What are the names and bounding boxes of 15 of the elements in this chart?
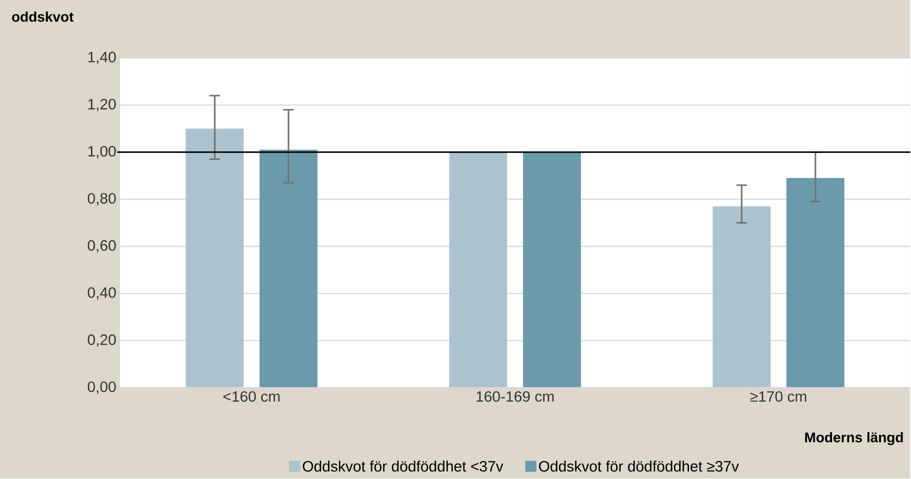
y-axis-title: oddskvot [12,12,74,22]
x-tick-label: 160-169 cm [476,391,554,402]
legend-label: Oddskvot för dödföddhet ≥37v [539,460,739,472]
y-tick-label: 0,80 [88,193,116,206]
y-tick-label: 1,40 [88,52,116,64]
y-tick-label: 0,00 [88,382,116,394]
y-tick-label: 0,40 [88,287,116,300]
legend-label: Oddskvot för dödföddhet <37v [302,460,504,472]
y-tick-label: 0,60 [88,240,116,253]
y-tick-label: 0,20 [88,334,116,347]
y-tick-label: 1,00 [88,146,116,159]
x-tick-label: <160 cm [223,391,280,402]
x-tick-label: ≥170 cm [750,391,806,402]
y-tick-label: 1,20 [88,99,116,112]
x-axis-title: Moderns längd [805,432,903,446]
